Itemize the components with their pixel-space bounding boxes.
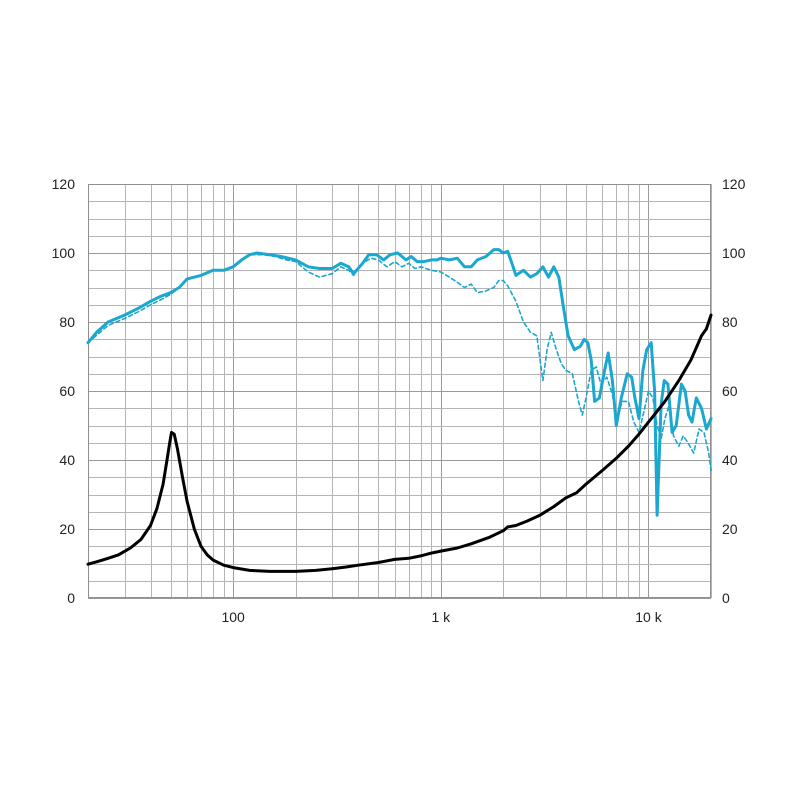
- x-tick-label: 1 k: [431, 609, 451, 625]
- series-line-blue: [86, 248, 713, 517]
- y-tick-label: 120: [52, 176, 76, 192]
- y2-tick-label: 40: [722, 452, 738, 468]
- series-group: [86, 248, 713, 573]
- y2-tick-label: 20: [722, 521, 738, 537]
- y2-tick-label: 60: [722, 383, 738, 399]
- y-tick-label: 60: [59, 383, 75, 399]
- y2-tick-label: 100: [722, 245, 746, 261]
- y-tick-label: 0: [67, 590, 75, 606]
- y-tick-label: 20: [59, 521, 75, 537]
- y-tick-label: 100: [52, 245, 76, 261]
- y-tick-label: 80: [59, 314, 75, 330]
- series-line-black: [86, 313, 713, 573]
- y2-tick-label: 120: [722, 176, 746, 192]
- y-tick-label: 40: [59, 452, 75, 468]
- x-tick-label: 10 k: [635, 609, 662, 625]
- plot-border: [88, 184, 711, 598]
- y2-tick-label: 80: [722, 314, 738, 330]
- grid: [88, 184, 712, 599]
- y2-tick-label: 0: [722, 590, 730, 606]
- axis-labels: 0 20 40 60 80 100 120 0 20 40 60 80 100 120 100 1 k 10 k: [52, 176, 746, 625]
- x-tick-label: 100: [221, 609, 245, 625]
- series-line-dashed: [87, 253, 712, 472]
